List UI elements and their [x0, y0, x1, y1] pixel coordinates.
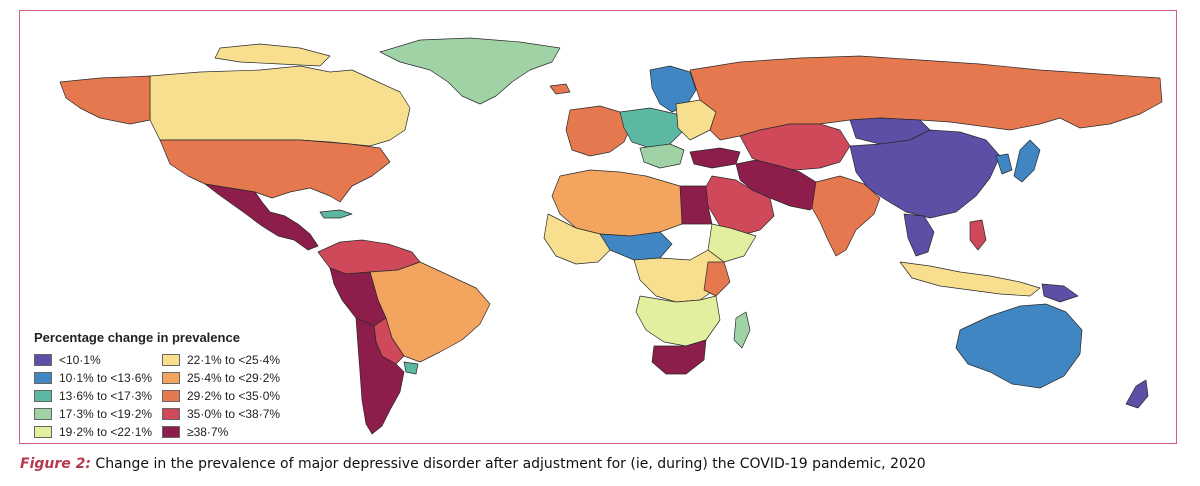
legend-item: 19·2% to <22·1%: [34, 423, 162, 441]
legend-item-label: 22·1% to <25·4%: [187, 353, 281, 367]
legend-item: 29·2% to <35·0%: [162, 387, 302, 405]
region-indochina: [903, 213, 935, 257]
figure-caption: Figure 2: Change in the prevalence of ma…: [20, 456, 926, 472]
region-canada: [149, 65, 411, 147]
legend-item-label: 13·6% to <17·3%: [59, 389, 153, 403]
region-sahel: [599, 231, 673, 261]
region-new-zealand: [1125, 379, 1149, 409]
region-mexico: [204, 183, 319, 251]
legend-swatch: [34, 426, 52, 438]
legend-swatch: [162, 390, 180, 402]
region-central-europe: [619, 107, 685, 149]
region-west-africa: [543, 213, 611, 265]
region-korea: [995, 153, 1013, 175]
region-russia: [689, 55, 1163, 141]
legend-item-label: 25·4% to <29·2%: [187, 371, 281, 385]
legend-item: 35·0% to <38·7%: [162, 405, 302, 423]
region-australia: [955, 303, 1083, 389]
region-south-africa: [651, 339, 707, 375]
legend-item-label: 29·2% to <35·0%: [187, 389, 281, 403]
legend-item: ≥38·7%: [162, 423, 302, 441]
legend-title: Percentage change in prevalence: [34, 330, 240, 345]
region-uruguay: [403, 361, 419, 375]
region-iceland: [549, 83, 571, 95]
legend-swatch: [162, 354, 180, 366]
legend-item: 17·3% to <19·2%: [34, 405, 162, 423]
region-usa: [159, 139, 391, 203]
legend-item-label: ≥38·7%: [187, 425, 229, 439]
legend-swatch: [34, 408, 52, 420]
legend-swatch: [162, 408, 180, 420]
region-japan: [1013, 139, 1041, 183]
region-philippines: [969, 219, 987, 251]
legend-swatch: [34, 390, 52, 402]
legend-swatch: [34, 372, 52, 384]
legend-grid: <10·1% 10·1% to <13·6% 13·6% to <17·3% 1…: [34, 351, 304, 441]
region-china: [849, 129, 1001, 219]
legend-item: 10·1% to <13·6%: [34, 369, 162, 387]
region-western-europe: [565, 105, 633, 157]
region-turkey: [689, 147, 741, 169]
region-greenland: [379, 37, 561, 105]
region-arctic-islands: [214, 43, 331, 67]
legend-swatch: [34, 354, 52, 366]
legend-item: 13·6% to <17·3%: [34, 387, 162, 405]
legend-item-label: 10·1% to <13·6%: [59, 371, 153, 385]
region-alaska: [59, 75, 151, 125]
region-argentina-chile: [355, 317, 405, 435]
legend-item-label: <10·1%: [59, 353, 101, 367]
region-caribbean: [319, 209, 353, 219]
region-india: [811, 175, 881, 257]
legend: Percentage change in prevalence <10·1% 1…: [34, 330, 304, 441]
legend-item-label: 17·3% to <19·2%: [59, 407, 153, 421]
legend-item: 22·1% to <25·4%: [162, 351, 302, 369]
figure-caption-text: Change in the prevalence of major depres…: [90, 456, 926, 472]
legend-item-label: 19·2% to <22·1%: [59, 425, 153, 439]
legend-item: 25·4% to <29·2%: [162, 369, 302, 387]
legend-swatch: [162, 426, 180, 438]
legend-item: <10·1%: [34, 351, 162, 369]
region-southern-africa-north: [635, 295, 721, 347]
region-papua: [1041, 283, 1079, 303]
legend-swatch: [162, 372, 180, 384]
figure-label: Figure 2:: [20, 456, 91, 472]
region-indonesia: [899, 261, 1041, 297]
region-balkans: [639, 143, 685, 169]
legend-item-label: 35·0% to <38·7%: [187, 407, 281, 421]
region-east-africa: [703, 261, 731, 297]
region-madagascar: [733, 311, 751, 349]
